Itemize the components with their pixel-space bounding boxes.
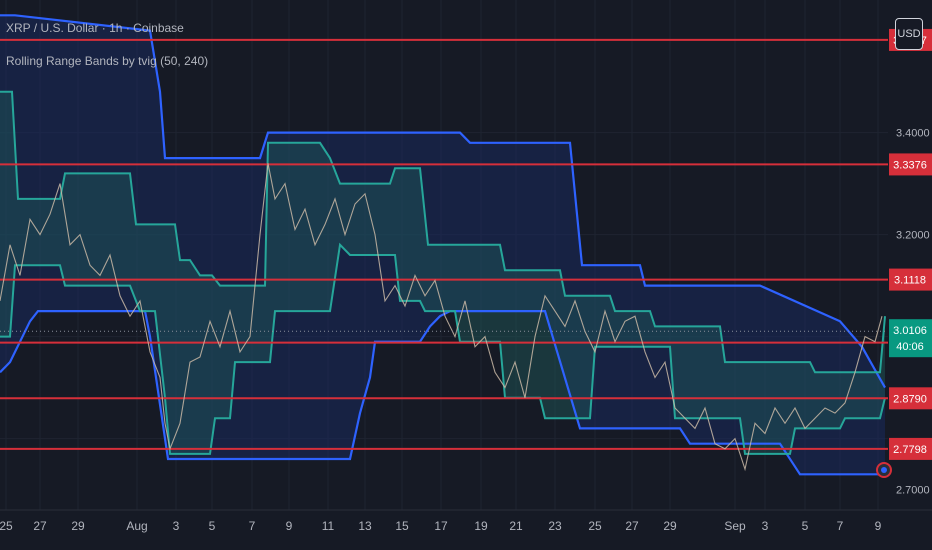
inner-lower-band-line <box>0 242 886 455</box>
price-line <box>0 163 883 472</box>
current-price-label: 3.0106 <box>893 325 927 337</box>
level-tag-label: 3.3376 <box>893 159 927 171</box>
outer-lower-band-line <box>0 310 885 476</box>
x-tick-label: 3 <box>762 519 769 533</box>
level-tag-label: 3.1118 <box>894 275 926 287</box>
x-tick-label: 9 <box>875 519 882 533</box>
x-tick-label: 15 <box>395 519 409 533</box>
x-tick-label: Aug <box>126 519 147 533</box>
x-tick-label: 7 <box>249 519 256 533</box>
y-tick-label: 3.4000 <box>896 128 930 140</box>
x-tick-label: 29 <box>663 519 677 533</box>
x-tick-label: 11 <box>322 519 335 533</box>
x-tick-label: 27 <box>625 519 639 533</box>
countdown-label: 40:06 <box>896 341 924 353</box>
x-tick-label: 23 <box>548 519 562 533</box>
symbol-title: XRP / U.S. Dollar · 1h · Coinbase <box>6 21 184 35</box>
currency-button[interactable]: USD <box>895 18 923 50</box>
x-tick-label: Sep <box>724 519 746 533</box>
x-tick-label: 5 <box>209 519 216 533</box>
x-tick-label: 7 <box>837 519 844 533</box>
y-tick-label: 2.7000 <box>896 485 930 497</box>
indicator-title[interactable]: Rolling Range Bands by tvig (50, 240) <box>6 54 209 68</box>
outer-upper-band-line <box>0 14 886 389</box>
level-tag-label: 2.8790 <box>893 393 927 405</box>
x-tick-label: 29 <box>71 519 85 533</box>
level-tag <box>889 437 932 460</box>
x-tick-label: 25 <box>588 519 602 533</box>
x-tick-label: 27 <box>33 519 47 533</box>
x-tick-label: 9 <box>286 519 293 533</box>
x-tick-label: 25 <box>0 519 13 533</box>
inner-upper-band-line <box>0 90 886 374</box>
event-marker-dot <box>881 467 887 473</box>
x-tick-label: 21 <box>509 519 523 533</box>
x-tick-label: 5 <box>802 519 809 533</box>
inner-band-fill <box>0 91 885 454</box>
x-tick-label: 3 <box>173 519 180 533</box>
y-tick-label: 3.2000 <box>896 230 930 242</box>
level-tag <box>889 268 932 291</box>
current-price-tag <box>889 319 932 358</box>
level-tag <box>889 387 932 410</box>
x-tick-label: 17 <box>434 519 448 533</box>
level-tag <box>889 153 932 176</box>
x-tick-label: 13 <box>358 519 372 533</box>
level-tag-label: 2.7798 <box>893 444 927 456</box>
x-tick-label: 19 <box>474 519 488 533</box>
